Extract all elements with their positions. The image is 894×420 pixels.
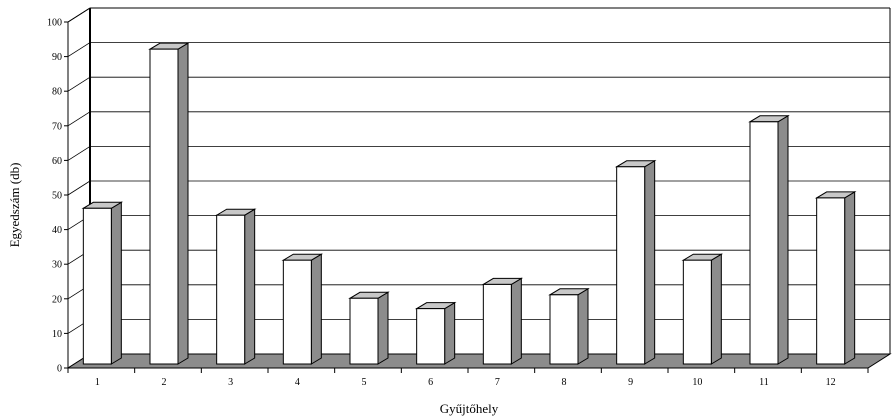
y-tick-label: 60 (52, 156, 62, 167)
bars (81, 42, 857, 365)
bar-front (616, 166, 646, 365)
bar-side (777, 114, 789, 365)
bar-side (377, 291, 389, 365)
bar-side (510, 277, 522, 365)
x-tick-label: 11 (759, 377, 769, 388)
bar-front (749, 121, 779, 365)
y-tick-labels: 0 10 20 30 40 50 60 70 80 90 100 (47, 18, 62, 375)
bar (748, 114, 790, 365)
bar-front (282, 259, 312, 365)
x-tick-label: 12 (826, 377, 836, 388)
bar-front (816, 197, 846, 365)
gridline-wall (67, 111, 91, 127)
x-tick-label: 7 (495, 377, 500, 388)
x-axis-title: Gyűjtőhely (440, 401, 499, 416)
bar-side (310, 253, 322, 365)
gridline-wall (67, 180, 91, 196)
gridline-wall (67, 76, 91, 92)
bar-side (644, 159, 656, 365)
x-tick-label: 2 (162, 377, 167, 388)
bar-front (416, 308, 446, 365)
bar (614, 159, 657, 365)
bar (548, 287, 590, 365)
bar (81, 201, 124, 365)
x-tick-label: 4 (295, 377, 300, 388)
bar-side (844, 191, 856, 365)
bar-front (349, 297, 379, 365)
y-tick-label: 90 (52, 52, 62, 63)
bar-side (177, 42, 189, 365)
bar-front (482, 283, 512, 365)
x-tick-label: 8 (562, 377, 567, 388)
y-tick-label: 50 (52, 191, 62, 202)
x-tick-label: 10 (692, 377, 702, 388)
bar (481, 277, 524, 365)
bar-side (110, 201, 122, 365)
x-tick-label: 1 (95, 377, 100, 388)
y-tick-label: 0 (57, 364, 62, 375)
y-tick-label: 20 (52, 294, 62, 305)
bar-side (577, 287, 589, 365)
gridline-wall (67, 42, 91, 57)
y-tick-label: 10 (52, 329, 62, 340)
bar-front (149, 48, 179, 365)
y-tick-label: 70 (52, 121, 62, 132)
x-tick-label: 6 (428, 377, 433, 388)
left-wall-top (67, 7, 91, 23)
gridline-wall (67, 146, 91, 161)
bar-front (682, 259, 712, 365)
y-tick-label: 100 (47, 18, 62, 29)
bar (681, 253, 724, 365)
bar-side (244, 208, 256, 365)
bar (214, 208, 257, 365)
bar-front (82, 207, 112, 365)
y-tick-label: 80 (52, 87, 62, 98)
bar-front (549, 294, 579, 365)
bar (814, 191, 857, 365)
bar (414, 301, 457, 365)
y-axis-title: Egyedszám (db) (7, 163, 22, 248)
bar-side (710, 253, 722, 365)
bar (348, 291, 390, 365)
x-tick-label: 5 (362, 377, 367, 388)
x-tick-labels: 1 2 3 4 5 6 7 8 9 10 11 12 (95, 377, 836, 388)
x-tick-label: 9 (628, 377, 633, 388)
y-tick-label: 40 (52, 225, 62, 236)
bar (148, 42, 190, 365)
x-tick-label: 3 (228, 377, 233, 388)
y-tick-label: 30 (52, 260, 62, 271)
bar-front (216, 214, 246, 365)
bar-side (444, 301, 456, 365)
bar (281, 253, 324, 365)
